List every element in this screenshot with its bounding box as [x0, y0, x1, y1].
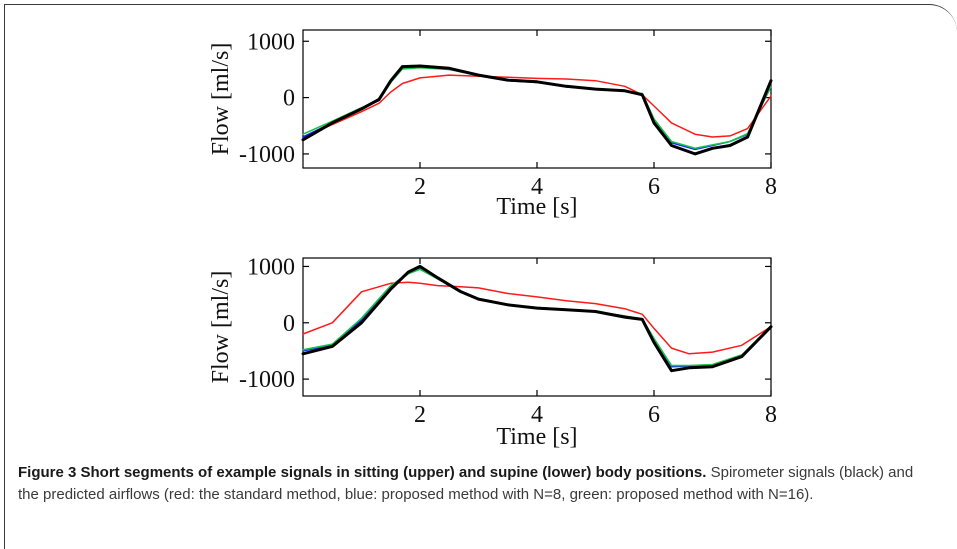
x-tick-label: 4	[531, 402, 543, 428]
y-tick-label: -1000	[239, 142, 295, 168]
y-tick-label: -1000	[239, 367, 295, 393]
y-tick-label: 1000	[247, 254, 295, 280]
y-axis-label-upper: Flow [ml/s]	[208, 43, 234, 156]
series-line-spirometer	[301, 264, 773, 373]
series-line-n8	[302, 266, 772, 368]
series-line-standard	[302, 74, 772, 138]
caption-body: Spirometer signals (black) and the predi…	[18, 464, 914, 503]
series-line-n16	[302, 66, 772, 150]
x-axis-label-lower: Time [s]	[496, 424, 577, 450]
series-line-spirometer	[301, 64, 773, 156]
x-axis-label-upper: Time [s]	[496, 194, 577, 220]
y-tick-label: 1000	[247, 29, 295, 55]
x-tick-label: 8	[765, 174, 777, 200]
caption-title: Figure 3 Short segments of example signa…	[18, 464, 707, 481]
y-tick-label: 0	[283, 86, 295, 112]
y-axis-label-lower: Flow [ml/s]	[208, 271, 234, 384]
series-line-n16	[302, 268, 772, 367]
axes-frame-lower	[302, 257, 772, 397]
x-tick-label: 2	[414, 402, 426, 428]
figure-frame	[4, 4, 957, 549]
x-tick-label: 6	[648, 174, 660, 200]
y-tick-label: 0	[283, 311, 295, 337]
x-tick-label: 6	[648, 402, 660, 428]
figure-caption: Figure 3 Short segments of example signa…	[18, 462, 938, 506]
chart-upper-sitting: -1000 0 1000 2 4 6 8 Time [s] Flow [ml/s]	[208, 29, 777, 220]
chart-lower-supine: -1000 0 1000 2 4 6 8 Time [s] Flow [ml/s]	[208, 254, 777, 450]
x-tick-label: 2	[414, 174, 426, 200]
series-line-standard	[302, 281, 772, 355]
x-tick-label: 4	[531, 174, 543, 200]
x-tick-label: 8	[765, 402, 777, 428]
